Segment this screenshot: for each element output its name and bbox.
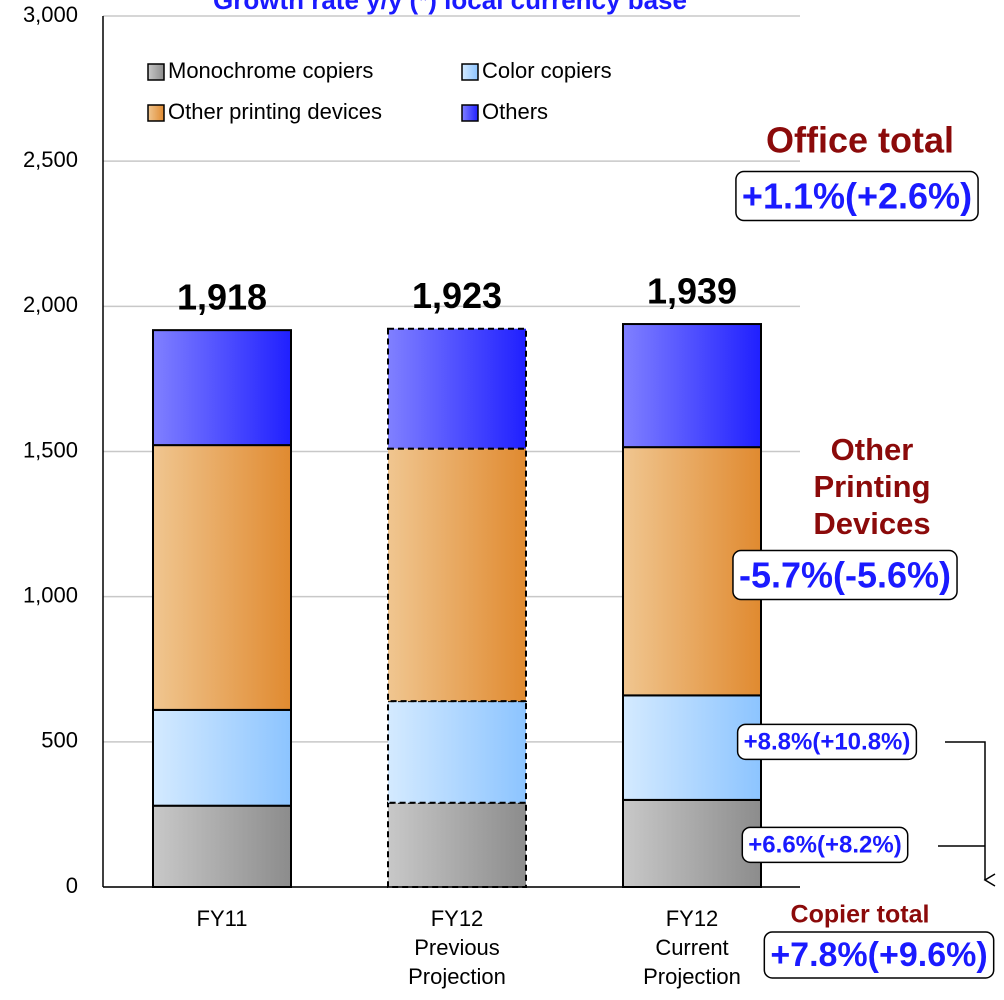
annotation-box: +1.1%(+2.6%) <box>735 170 979 222</box>
box-frame <box>763 931 995 979</box>
annotation-heading: Office total <box>766 120 954 161</box>
x-tick-label: FY12 Current Projection <box>643 906 741 989</box>
y-tick-label: 3,000 <box>23 2 78 27</box>
legend-swatch <box>147 104 165 122</box>
annotation-box: +7.8%(+9.6%) <box>763 931 995 979</box>
bar-segment <box>387 327 527 450</box>
bar-segment <box>152 804 292 888</box>
annotation-value: +8.8%(+10.8%) <box>744 728 911 755</box>
annotation-heading: Copier total <box>791 901 930 929</box>
legend-label: Other printing devices <box>168 99 382 124</box>
x-tick-label: FY11 <box>197 906 248 931</box>
bar-segment <box>387 801 527 889</box>
legend-swatch <box>147 63 165 81</box>
bar-segment <box>152 708 292 807</box>
legend-label: Others <box>482 99 548 124</box>
legend-swatch <box>461 63 479 81</box>
x-tick-label: FY12 Previous Projection <box>408 906 506 989</box>
legend-label: Color copiers <box>482 58 612 83</box>
y-tick-label: 1,000 <box>23 582 78 607</box>
box-frame <box>735 170 979 222</box>
box-frame <box>736 723 918 761</box>
bar-segment <box>387 700 527 804</box>
bar-segment <box>152 444 292 711</box>
y-tick-label: 2,000 <box>23 292 78 317</box>
bar-segment <box>622 323 762 449</box>
box-frame <box>732 549 958 601</box>
annotation-box: -5.7%(-5.6%) <box>732 549 958 601</box>
chart-title: Growth rate y/y (*) local currency base <box>213 0 687 15</box>
legend-swatch <box>461 104 479 122</box>
bar-segment <box>622 798 762 889</box>
bar-segment <box>387 447 527 703</box>
legend-label: Monochrome copiers <box>168 58 373 83</box>
y-tick-label: 1,500 <box>23 437 78 462</box>
y-tick-label: 500 <box>41 728 78 753</box>
y-tick-label: 2,500 <box>23 147 78 172</box>
total-label: 1,923 <box>412 275 502 316</box>
annotation-value: +1.1%(+2.6%) <box>742 176 972 217</box>
total-label: 1,918 <box>177 277 267 318</box>
annotation-value: +6.6%(+8.2%) <box>748 831 901 858</box>
annotation-box: +6.6%(+8.2%) <box>741 826 909 864</box>
total-label: 1,939 <box>647 271 737 312</box>
annotation-value: -5.7%(-5.6%) <box>739 555 951 596</box>
annotation-heading: Other Printing Devices <box>813 432 930 541</box>
annotation-box: +8.8%(+10.8%) <box>736 723 918 761</box>
annotation-value: +7.8%(+9.6%) <box>770 936 987 974</box>
bar-segment <box>152 329 292 447</box>
y-tick-label: 0 <box>66 873 78 898</box>
connector <box>945 741 996 887</box>
box-frame <box>741 826 909 864</box>
